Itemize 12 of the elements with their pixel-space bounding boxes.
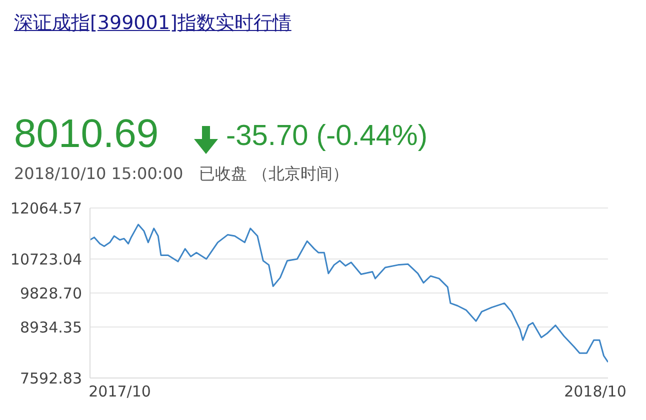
text: 2018/10/10 15:00:00 已收盘 （北京时间） — [14, 164, 348, 185]
y-tick-label: 7592.83 — [20, 369, 82, 388]
text: -35.70 (-0.44%) — [226, 120, 428, 153]
x-tick-label: 2018/10 — [564, 382, 626, 401]
y-tick-label: 10723.04 — [10, 250, 82, 268]
y-tick-label: 8934.35 — [20, 318, 82, 336]
chart-title: 深证成指[399001]指数实时行情 — [14, 11, 292, 36]
y-tick-label: 9828.70 — [20, 284, 82, 302]
line-series — [90, 224, 608, 363]
text: 8010.69 — [14, 112, 159, 157]
y-tick-label: 12064.57 — [10, 199, 82, 218]
x-tick-label: 2017/10 — [88, 382, 151, 401]
